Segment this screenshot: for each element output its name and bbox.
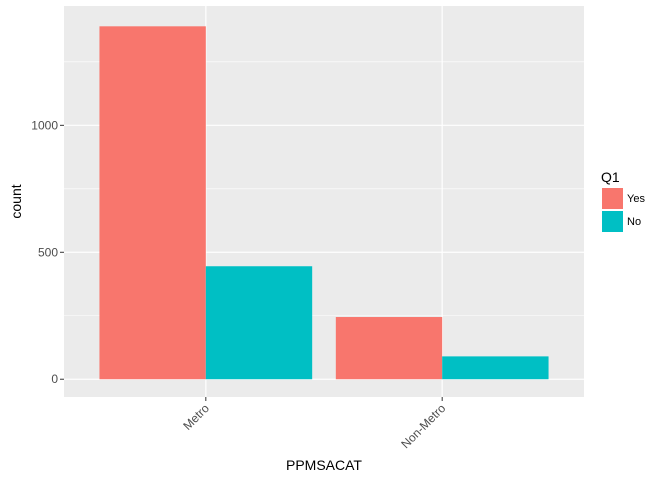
y-tick-label: 0 bbox=[51, 372, 58, 386]
y-tick-label: 1000 bbox=[31, 118, 58, 132]
bar-yes-non-metro bbox=[335, 317, 443, 380]
legend-label: Yes bbox=[627, 193, 645, 205]
x-axis: Metro Non-Metro bbox=[180, 397, 449, 451]
legend-key-yes bbox=[602, 188, 623, 209]
bar-no-non-metro bbox=[442, 356, 549, 380]
bars bbox=[99, 26, 549, 380]
legend-key-no bbox=[602, 211, 623, 232]
bar-no-metro bbox=[205, 266, 313, 380]
y-axis: 0 500 1000 bbox=[31, 118, 64, 386]
legend-items: Yes No bbox=[602, 188, 645, 232]
y-axis-title: count bbox=[8, 184, 24, 218]
bar-yes-metro bbox=[99, 26, 206, 380]
x-axis-title: PPMSACAT bbox=[286, 457, 362, 473]
legend-label: No bbox=[627, 216, 641, 228]
x-tick-label: Non-Metro bbox=[398, 401, 448, 451]
legend-title: Q1 bbox=[601, 169, 620, 185]
legend: Q1 Yes No bbox=[601, 169, 645, 232]
x-tick-label: Metro bbox=[180, 401, 212, 433]
y-tick-label: 500 bbox=[38, 245, 58, 259]
